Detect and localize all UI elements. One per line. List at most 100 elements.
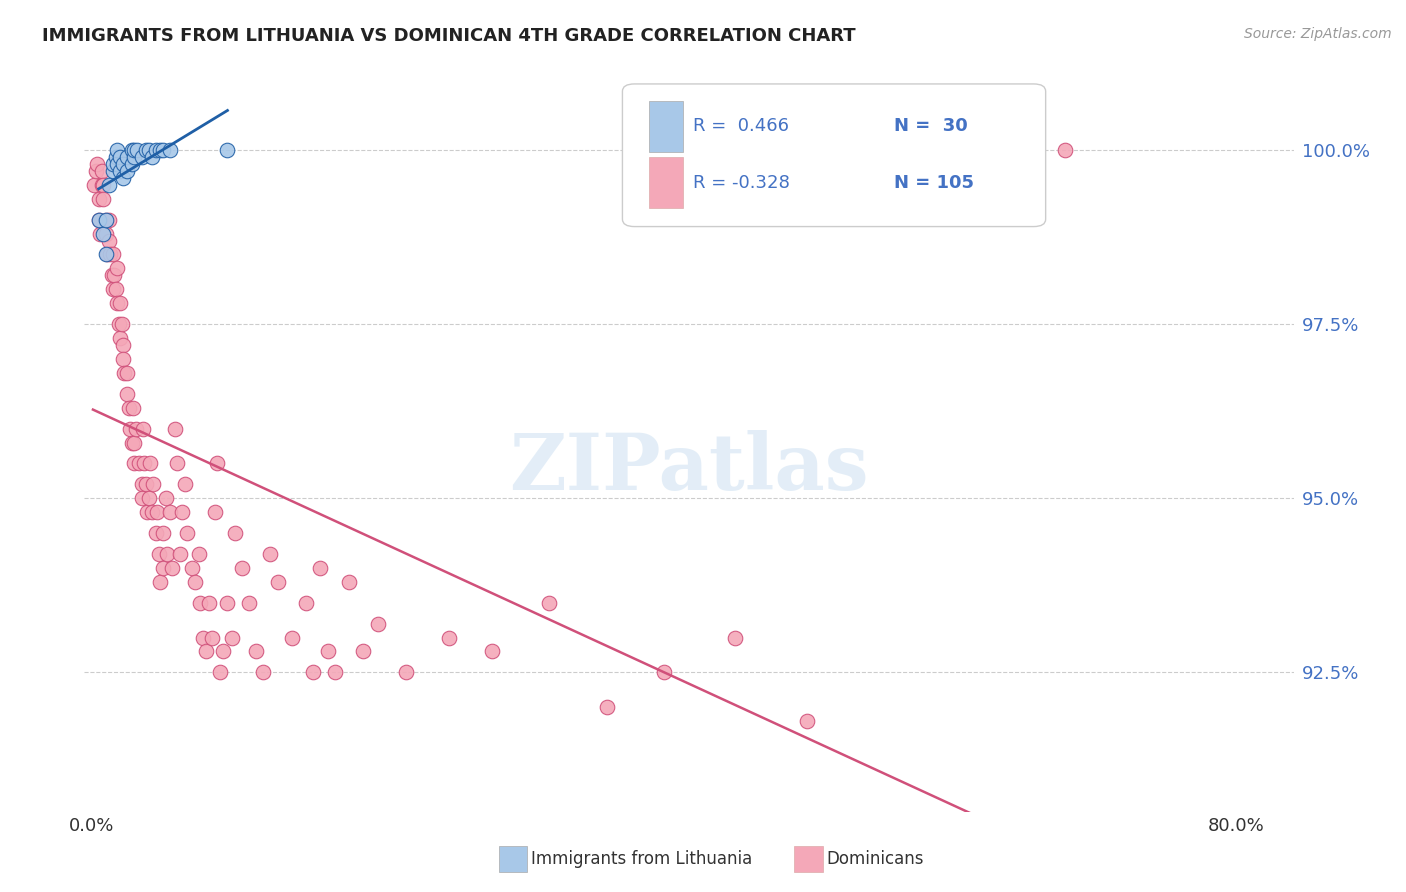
Point [155, 491, 177, 506]
Text: IMMIGRANTS FROM LITHUANIA VS DOMINICAN 4TH GRADE CORRELATION CHART: IMMIGRANTS FROM LITHUANIA VS DOMINICAN 4… [42, 27, 856, 45]
Point [105, 157, 128, 171]
Point [111, 338, 134, 352]
Point [96, 247, 118, 261]
Point [169, 547, 191, 561]
Point [87, 192, 110, 206]
Point [117, 366, 139, 380]
Point [124, 457, 146, 471]
Point [132, 421, 155, 435]
Point [245, 644, 267, 658]
Point [87, 212, 110, 227]
Point [170, 505, 193, 519]
Point [188, 596, 211, 610]
Point [117, 164, 139, 178]
Point [724, 631, 747, 645]
Text: N = 105: N = 105 [894, 174, 974, 192]
Point [152, 561, 174, 575]
Point [176, 526, 198, 541]
Point [173, 477, 195, 491]
Text: R = -0.328: R = -0.328 [693, 174, 789, 192]
Point [252, 665, 274, 680]
Point [108, 150, 131, 164]
Text: Source: ZipAtlas.com: Source: ZipAtlas.com [1244, 27, 1392, 41]
Point [145, 143, 167, 157]
Point [160, 561, 183, 575]
Point [439, 631, 461, 645]
Point [91, 192, 114, 206]
Point [224, 526, 246, 541]
Point [127, 143, 149, 157]
Point [112, 366, 135, 380]
Point [124, 435, 146, 450]
Point [135, 143, 157, 157]
Point [148, 547, 170, 561]
Point [107, 317, 129, 331]
Point [105, 143, 128, 157]
Point [595, 700, 617, 714]
Point [122, 401, 145, 415]
Point [97, 212, 120, 227]
Point [1053, 143, 1076, 157]
Point [141, 150, 163, 164]
Point [187, 547, 209, 561]
Point [221, 631, 243, 645]
Point [94, 212, 117, 227]
Point [146, 505, 169, 519]
Point [120, 421, 142, 435]
Point [152, 526, 174, 541]
Point [183, 574, 205, 589]
Point [198, 596, 221, 610]
Bar [650, 101, 683, 152]
Point [135, 477, 157, 491]
Point [124, 143, 146, 157]
Point [309, 561, 332, 575]
Point [84, 164, 107, 178]
Point [108, 164, 131, 178]
Bar [650, 157, 683, 209]
Point [201, 631, 224, 645]
Point [105, 296, 128, 310]
Point [163, 421, 186, 435]
Point [212, 644, 235, 658]
Point [281, 631, 304, 645]
Point [108, 296, 131, 310]
Point [209, 665, 232, 680]
Point [128, 457, 150, 471]
Point [152, 143, 174, 157]
Point [89, 227, 111, 241]
Point [131, 491, 153, 506]
Point [217, 143, 239, 157]
Point [295, 596, 318, 610]
FancyBboxPatch shape [623, 84, 1046, 227]
Text: ZIPatlas: ZIPatlas [509, 430, 869, 506]
Point [149, 574, 172, 589]
Point [94, 227, 117, 241]
Point [101, 157, 124, 171]
Point [796, 714, 818, 728]
Point [138, 143, 160, 157]
Point [98, 247, 121, 261]
Point [337, 574, 360, 589]
Point [94, 247, 117, 261]
Point [83, 178, 105, 192]
Point [87, 212, 110, 227]
Point [124, 150, 146, 164]
Point [108, 331, 131, 345]
Point [117, 150, 139, 164]
Point [125, 421, 148, 435]
Point [131, 150, 153, 164]
Point [266, 574, 288, 589]
Point [139, 457, 162, 471]
Point [101, 282, 124, 296]
Text: R =  0.466: R = 0.466 [693, 118, 789, 136]
Point [145, 526, 167, 541]
Point [134, 457, 156, 471]
Point [141, 505, 163, 519]
Point [481, 644, 503, 658]
Point [138, 491, 160, 506]
Text: N =  30: N = 30 [894, 118, 969, 136]
Point [367, 616, 389, 631]
Point [103, 268, 125, 283]
Point [118, 401, 141, 415]
Point [217, 596, 239, 610]
